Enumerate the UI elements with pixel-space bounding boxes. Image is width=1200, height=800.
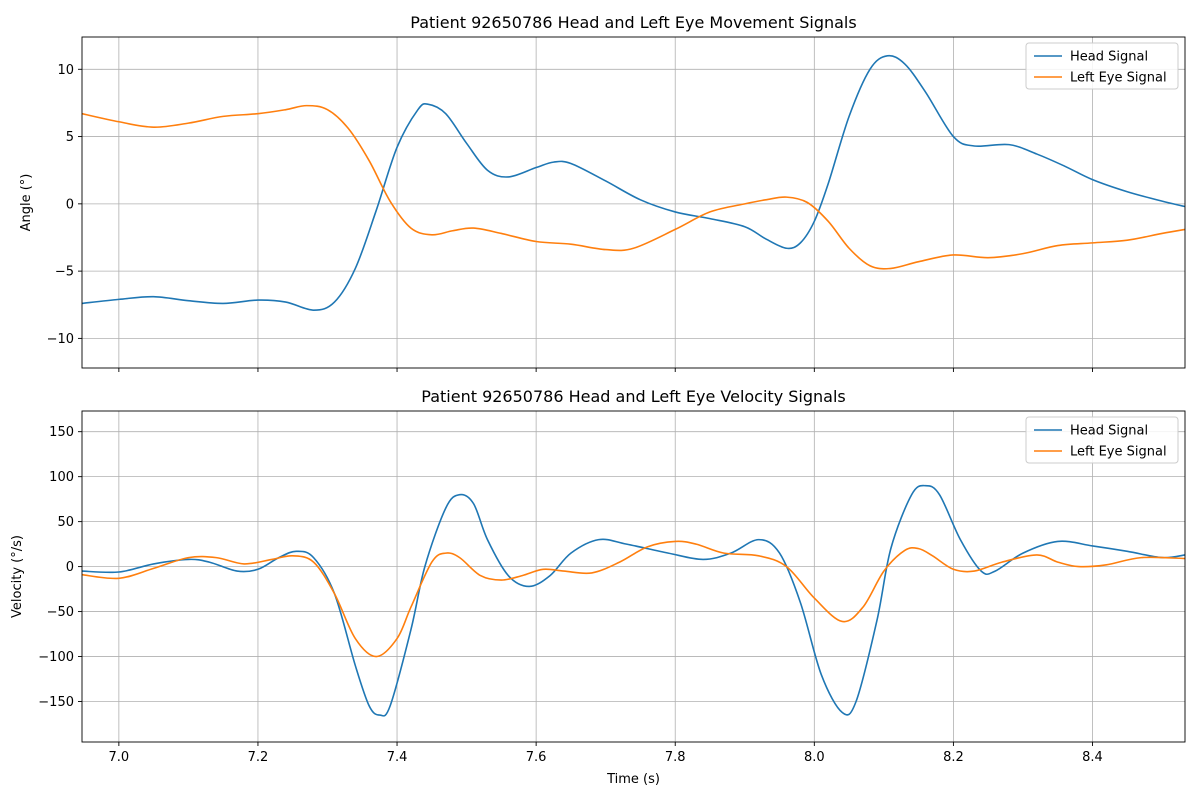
velocity-y-tick-label: −150 [38,695,74,710]
angle-y-tick-label: −10 [47,332,74,347]
velocity-x-tick-label: 7.4 [387,750,408,765]
velocity-series-group [82,484,1185,717]
velocity-y-tick-label: −100 [38,650,74,665]
velocity-x-tick-label: 7.0 [109,750,130,765]
velocity-x-tick-label: 7.8 [665,750,686,765]
velocity-legend-label: Head Signal [1070,424,1148,439]
velocity-x-tick-label: 8.2 [943,750,964,765]
velocity-legend: Head Signal Left Eye Signal [1025,416,1179,464]
velocity-y-tick-label: 150 [49,425,74,440]
velocity-chart-title: Patient 92650786 Head and Left Eye Veloc… [421,387,845,406]
angle-subplot: Patient 92650786 Head and Left Eye Movem… [19,13,1186,372]
velocity-y-tick-label: −50 [47,605,74,620]
velocity-grid [82,411,1185,742]
velocity-series-left-eye-line [82,540,1185,658]
angle-legend: Head Signal Left Eye Signal [1025,42,1179,90]
angle-y-tick-label: 10 [57,63,74,78]
velocity-legend-label: Left Eye Signal [1070,445,1167,460]
angle-legend-label: Head Signal [1070,50,1148,65]
velocity-x-tick-label: 7.6 [526,750,547,765]
angle-chart-title: Patient 92650786 Head and Left Eye Movem… [410,13,856,32]
angle-legend-label: Left Eye Signal [1070,71,1167,86]
velocity-y-tick-label: 0 [66,560,74,575]
angle-axes-frame [81,36,1186,369]
angle-series-group [82,54,1185,311]
velocity-x-tick-label: 8.0 [804,750,825,765]
angle-grid [82,37,1185,368]
velocity-x-axis-label: Time (s) [606,772,660,787]
angle-series-left-eye-line [82,104,1185,270]
velocity-y-axis-label: Velocity (°/s) [10,535,25,618]
velocity-y-tick-label: 50 [57,515,74,530]
angle-y-tick-label: 5 [66,130,74,145]
velocity-x-tick-label: 8.4 [1082,750,1103,765]
angle-y-axis-label: Angle (°) [19,174,34,232]
velocity-axes-frame [81,410,1186,743]
angle-legend-box [1025,42,1179,90]
velocity-legend-box [1025,416,1179,464]
velocity-x-tick-label: 7.2 [248,750,269,765]
angle-series-head-line [82,54,1185,311]
angle-y-tick-label: 0 [66,197,74,212]
velocity-y-tick-label: 100 [49,470,74,485]
angle-y-tick-label: −5 [55,265,74,280]
velocity-subplot: Patient 92650786 Head and Left Eye Veloc… [10,387,1186,787]
velocity-series-head-line [82,484,1185,717]
